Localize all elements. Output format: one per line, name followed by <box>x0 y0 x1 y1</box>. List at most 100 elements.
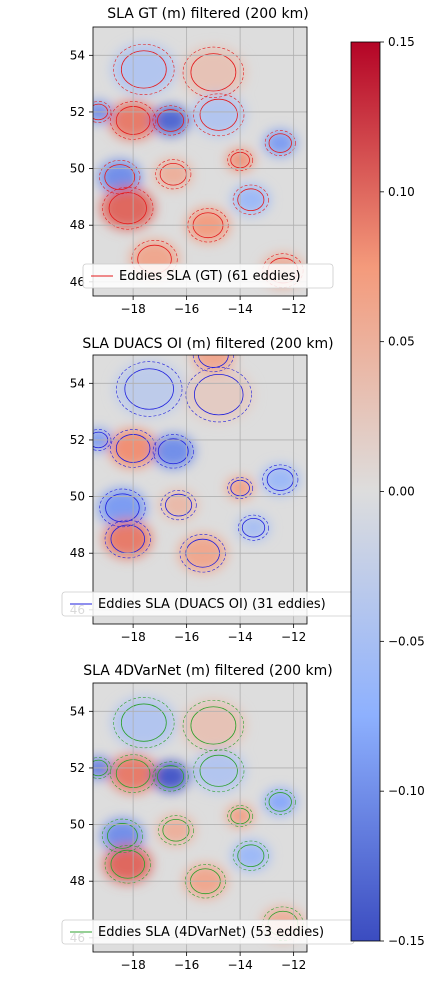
x-tick-label: −16 <box>174 630 199 644</box>
legend: Eddies SLA (DUACS OI) (31 eddies) <box>61 591 355 617</box>
map-title: SLA 4DVarNet (m) filtered (200 km) <box>83 663 332 679</box>
colorbar: −0.15 −0.10 −0.05 0.00 0.05 0.10 0.15 <box>350 35 425 948</box>
colorbar-tick-label: −0.10 <box>388 784 425 798</box>
sla-field <box>93 355 299 573</box>
eddy-outer-contour-3 <box>99 159 141 195</box>
eddy-outer-contour-12 <box>157 815 194 846</box>
legend: Eddies SLA (4DVarNet) (53 eddies) <box>61 919 355 945</box>
legend-label: Eddies SLA (DUACS OI) (31 eddies) <box>98 597 326 612</box>
eddy-contour-13 <box>199 754 238 787</box>
eddy-contour-13 <box>197 355 229 368</box>
map-frame <box>92 354 308 625</box>
x-tick-label: −18 <box>120 302 145 316</box>
colorbar-tick-label: 0.05 <box>388 335 415 349</box>
eddy-outer-contour-6 <box>227 477 254 499</box>
eddy-outer-contour-4 <box>104 844 151 884</box>
eddy-contour-3 <box>107 823 138 849</box>
map-panel-1: −18 −16 −14 −12 46 48 50 52 54 SLA GT (m) filtere… <box>70 6 334 316</box>
eddy-outer-contour-11 <box>182 699 245 752</box>
eddy-outer-contour-2 <box>152 105 189 136</box>
y-tick-label: 50 <box>70 162 85 176</box>
grid-lines <box>93 355 307 624</box>
x-tick-label: −14 <box>227 958 252 972</box>
eddy-contour-10 <box>120 50 167 89</box>
x-tick-label: −12 <box>281 958 306 972</box>
eddy-contour-7 <box>268 133 292 153</box>
eddy-outer-contour-2 <box>152 761 189 792</box>
eddy-contour-3 <box>105 493 140 523</box>
x-tick-label: −14 <box>227 302 252 316</box>
colorbar-tick-label: 0.00 <box>388 485 415 499</box>
y-tick-label: 54 <box>70 376 85 390</box>
eddy-outer-contour-3 <box>99 488 146 528</box>
colorbar-tick-label: 0.15 <box>388 35 415 49</box>
map-frame <box>92 26 308 297</box>
colorbar-tick-label: 0.10 <box>388 185 415 199</box>
eddy-outer-contour-12 <box>155 159 192 190</box>
grid-lines <box>93 683 307 952</box>
sla-field <box>93 697 305 941</box>
y-tick-label: 48 <box>70 874 85 888</box>
eddy-outer-contour-6 <box>227 805 254 827</box>
eddy-contour-2 <box>157 109 185 132</box>
eddy-outer-contour-3 <box>101 818 143 854</box>
eddy-contour-8 <box>237 188 265 212</box>
eddy-contour-11 <box>193 373 244 416</box>
colorbar-gradient <box>350 41 381 942</box>
eddy-outer-contour-12 <box>160 490 197 521</box>
x-tick-label: −14 <box>227 630 252 644</box>
y-tick-label: 54 <box>70 48 85 62</box>
y-tick-label: 52 <box>70 105 85 119</box>
eddy-outer-contour-6 <box>227 149 254 171</box>
eddy-outer-contour-7 <box>264 789 296 815</box>
eddy-outer-contour-7 <box>262 464 299 495</box>
eddy-contour-10 <box>124 368 174 410</box>
eddy-contour-4 <box>110 849 146 879</box>
x-tick-label: −12 <box>281 302 306 316</box>
x-tick-label: −12 <box>281 630 306 644</box>
eddy-contour-8 <box>237 844 265 868</box>
sla-field <box>93 43 305 288</box>
eddy-contour-7 <box>268 792 292 812</box>
y-tick-label: 52 <box>70 761 85 775</box>
eddy-outer-contour-7 <box>264 130 296 157</box>
eddy-contour-4 <box>108 192 147 225</box>
eddy-contour-11 <box>190 53 237 92</box>
eddy-contour-13 <box>199 98 238 131</box>
eddy-outer-contour-2 <box>152 434 194 469</box>
eddy-outer-contour-4 <box>102 186 154 230</box>
eddy-contour-10 <box>120 703 167 742</box>
colorbar-tick-label: −0.05 <box>388 634 425 648</box>
eddy-contour-2 <box>157 765 185 788</box>
eddy-contour-3 <box>104 164 136 190</box>
y-tick-label: 48 <box>70 546 85 560</box>
map-frame <box>92 682 308 953</box>
map-title: SLA GT (m) filtered (200 km) <box>107 6 308 22</box>
x-tick-label: −18 <box>120 958 145 972</box>
eddy-outer-contour-4 <box>104 519 151 559</box>
y-tick-label: 50 <box>70 490 85 504</box>
legend-label: Eddies SLA (4DVarNet) (53 eddies) <box>98 925 324 940</box>
colorbar-tick-label: −0.15 <box>388 934 425 948</box>
y-tick-label: 48 <box>70 218 85 232</box>
eddy-contour-12 <box>162 818 190 842</box>
eddy-outer-contour-10 <box>113 43 175 96</box>
y-tick-label: 52 <box>70 433 85 447</box>
x-tick-label: −18 <box>120 630 145 644</box>
y-tick-label: 46 <box>70 275 85 289</box>
x-tick-label: −16 <box>174 958 199 972</box>
eddy-contour-2 <box>157 438 189 465</box>
eddy-outer-contour-8 <box>238 514 269 541</box>
eddy-outer-contour-11 <box>182 46 245 98</box>
eddy-outer-contour-8 <box>232 840 269 871</box>
x-tick-label: −16 <box>174 302 199 316</box>
map-title: SLA DUACS OI (m) filtered (200 km) <box>82 336 333 352</box>
eddy-outer-contour-13 <box>193 749 245 793</box>
eddy-outer-contour-10 <box>116 361 183 417</box>
legend-label: Eddies SLA (GT) (61 eddies) <box>119 269 301 284</box>
eddy-contour-11 <box>190 706 237 745</box>
legend: Eddies SLA (GT) (61 eddies) <box>82 263 334 289</box>
